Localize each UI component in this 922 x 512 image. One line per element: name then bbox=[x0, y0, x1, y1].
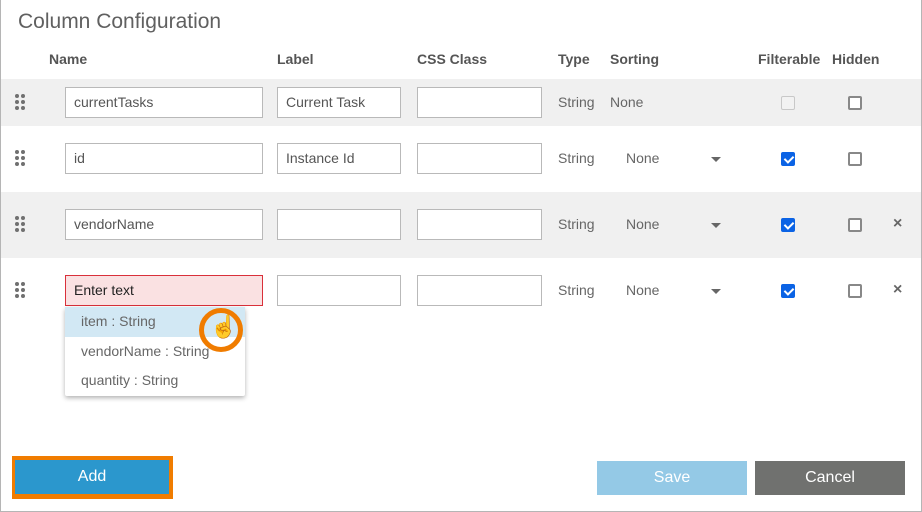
cursor-highlight-ring bbox=[199, 308, 243, 352]
filterable-checkbox[interactable] bbox=[781, 218, 795, 232]
type-value: String bbox=[558, 150, 595, 166]
dialog-title: Column Configuration bbox=[18, 10, 222, 33]
label-input[interactable] bbox=[277, 275, 401, 306]
chevron-down-icon[interactable] bbox=[711, 289, 721, 294]
label-input[interactable]: Current Task bbox=[277, 86, 401, 118]
hidden-checkbox[interactable] bbox=[848, 95, 862, 110]
sorting-select[interactable]: None bbox=[626, 216, 660, 232]
header-name: Name bbox=[49, 51, 88, 67]
close-icon[interactable]: × bbox=[893, 281, 903, 298]
header-type: Type bbox=[558, 51, 590, 67]
close-icon[interactable]: × bbox=[893, 215, 903, 232]
sorting-select[interactable]: None bbox=[626, 150, 660, 166]
drag-handle-icon[interactable] bbox=[15, 150, 25, 166]
save-button[interactable]: Save bbox=[597, 461, 747, 495]
drag-handle-icon[interactable] bbox=[15, 216, 25, 232]
filterable-checkbox[interactable] bbox=[781, 152, 795, 166]
css-class-input[interactable] bbox=[417, 143, 542, 174]
name-input[interactable]: Enter text bbox=[65, 275, 263, 306]
filterable-checkbox[interactable] bbox=[781, 284, 795, 298]
css-class-input[interactable] bbox=[417, 209, 542, 240]
css-class-input[interactable] bbox=[417, 275, 542, 306]
header-filterable: Filterable bbox=[758, 51, 821, 67]
sorting-select[interactable]: None bbox=[626, 282, 660, 298]
sorting-select: None bbox=[610, 93, 644, 110]
suggestion-item[interactable]: vendorName : String bbox=[81, 342, 210, 359]
chevron-down-icon[interactable] bbox=[711, 157, 721, 162]
hidden-checkbox[interactable] bbox=[848, 284, 862, 298]
header-css-class: CSS Class bbox=[417, 51, 488, 67]
type-value: String bbox=[558, 216, 595, 232]
header-hidden: Hidden bbox=[832, 51, 880, 67]
name-input[interactable]: vendorName bbox=[65, 209, 263, 240]
name-input[interactable]: currentTasks bbox=[65, 86, 263, 118]
label-input[interactable]: Instance Id bbox=[277, 143, 401, 174]
type-value: String bbox=[558, 282, 595, 298]
filterable-checkbox[interactable] bbox=[781, 95, 795, 110]
type-value: String bbox=[558, 93, 595, 110]
name-input[interactable]: id bbox=[65, 143, 263, 174]
drag-handle-icon[interactable] bbox=[15, 282, 25, 298]
hidden-checkbox[interactable] bbox=[848, 152, 862, 166]
hand-cursor-icon: ☝ bbox=[210, 314, 238, 339]
label-input[interactable] bbox=[277, 209, 401, 240]
add-button[interactable]: Add bbox=[15, 460, 169, 494]
header-sorting: Sorting bbox=[610, 51, 659, 67]
chevron-down-icon[interactable] bbox=[711, 223, 721, 228]
cancel-button[interactable]: Cancel bbox=[755, 461, 905, 495]
header-label: Label bbox=[277, 51, 314, 67]
drag-handle-icon[interactable] bbox=[15, 93, 25, 110]
css-class-input[interactable] bbox=[417, 86, 542, 118]
hidden-checkbox[interactable] bbox=[848, 218, 862, 232]
suggestion-item[interactable]: quantity : String bbox=[81, 372, 179, 388]
